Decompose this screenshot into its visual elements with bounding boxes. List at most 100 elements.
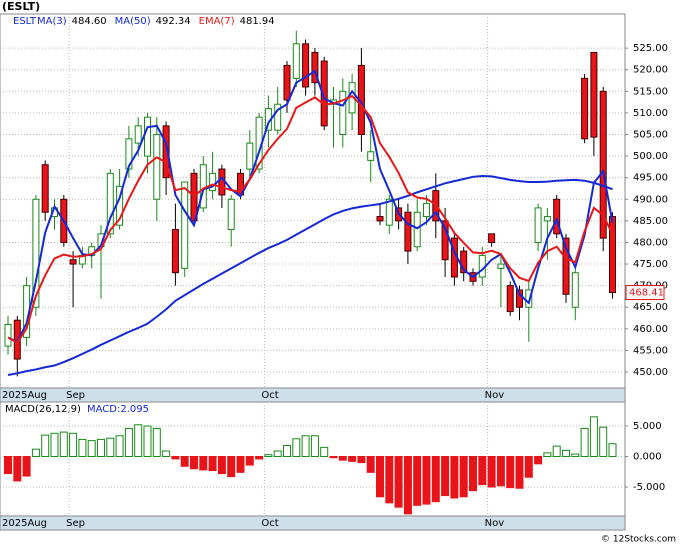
- y-tick-label: 460.00: [633, 324, 668, 335]
- macd-bar: [22, 455, 31, 477]
- candle-body: [488, 233, 496, 243]
- candle-body: [302, 43, 310, 88]
- macd-bar: [552, 445, 561, 457]
- candle-body: [134, 125, 142, 144]
- candle-body: [199, 164, 207, 209]
- y-tick-label: 505.00: [633, 129, 668, 140]
- candle-body: [404, 211, 412, 252]
- candle-body: [311, 51, 319, 84]
- macd-bar: [506, 455, 515, 489]
- macd-bar: [171, 455, 180, 460]
- candle-body: [590, 51, 598, 138]
- candle-body: [69, 259, 77, 265]
- date-strip: [0, 387, 626, 403]
- x-tick-label: 2025Aug: [2, 390, 47, 401]
- candle-body: [227, 198, 235, 231]
- macd-bar: [571, 453, 580, 457]
- candle-body: [367, 151, 375, 161]
- macd-bar: [217, 455, 226, 475]
- macd-bar: [394, 455, 403, 508]
- legend-label: EMA(7): [199, 16, 235, 27]
- macd-bar: [190, 455, 198, 470]
- candle-body: [320, 60, 328, 127]
- macd-bar: [4, 455, 12, 475]
- macd-bar: [124, 427, 133, 457]
- legend-value: 481.94: [240, 16, 275, 27]
- candle-body: [181, 181, 189, 269]
- macd-bar: [450, 455, 459, 499]
- candle-body: [292, 43, 300, 79]
- macd-bar: [41, 434, 50, 457]
- candle-body: [525, 289, 533, 308]
- y-tick-label: 490.00: [633, 194, 668, 205]
- macd-bar: [348, 455, 357, 462]
- y-tick-label: 510.00: [633, 108, 668, 119]
- macd-bar: [97, 438, 105, 457]
- y-tick-label: 450.00: [633, 367, 668, 378]
- macd-bar: [50, 432, 59, 457]
- candle-body: [516, 289, 523, 308]
- macd-bar: [162, 450, 171, 457]
- candle-body: [571, 272, 579, 308]
- candle-body: [106, 172, 114, 235]
- candle-body: [162, 125, 170, 179]
- x-tick-label: Oct: [261, 518, 278, 529]
- candle-body: [581, 77, 589, 140]
- y-tick-label: 455.00: [633, 345, 668, 356]
- macd-bar: [385, 455, 394, 504]
- macd-legend: MACD:2.095: [87, 404, 149, 415]
- candle-body: [562, 237, 570, 295]
- macd-bar: [543, 452, 552, 457]
- candle-body: [246, 142, 254, 170]
- macd-bar: [589, 416, 598, 457]
- macd-bar: [78, 438, 87, 457]
- legend-value: 492.34: [156, 16, 191, 27]
- macd-title: MACD(26,12,9): [5, 404, 81, 415]
- macd-bar: [413, 455, 422, 506]
- macd-bar: [59, 431, 68, 457]
- macd-bar: [255, 455, 264, 460]
- macd-bar: [496, 455, 505, 487]
- candle-body: [460, 250, 468, 274]
- y-tick-label: 480.00: [633, 237, 668, 248]
- macd-bar: [152, 427, 161, 457]
- candle-body: [153, 133, 161, 200]
- date-strip: [0, 515, 626, 531]
- macd-bar: [403, 455, 412, 515]
- macd-bar: [273, 450, 282, 457]
- x-tick-label: Nov: [485, 390, 505, 401]
- macd-bar: [376, 455, 384, 498]
- macd-bar: [478, 455, 487, 486]
- macd-bar: [608, 443, 617, 457]
- candle-body: [209, 172, 217, 192]
- macd-bar: [69, 432, 78, 457]
- macd-bar: [115, 435, 124, 457]
- legend-value: 484.60: [72, 16, 107, 27]
- macd-bar: [134, 424, 143, 457]
- macd-bar: [143, 425, 152, 457]
- candle-body: [144, 116, 151, 157]
- candle-body: [441, 220, 449, 261]
- macd-bar: [580, 427, 589, 457]
- macd-bar: [329, 455, 338, 459]
- candle-body: [534, 207, 542, 243]
- y-tick-label: 485.00: [633, 216, 668, 227]
- macd-bar: [13, 455, 22, 482]
- macd-bar: [487, 455, 496, 488]
- y-tick-label: 500.00: [633, 151, 668, 162]
- candle-body: [283, 64, 291, 101]
- y-tick-label: 465.00: [633, 302, 668, 313]
- macd-bar: [459, 455, 468, 498]
- line-series: [7, 174, 613, 377]
- candle-body: [41, 164, 49, 213]
- candle-body: [218, 168, 226, 196]
- x-tick-label: Sep: [66, 390, 85, 401]
- macd-bar: [180, 455, 189, 467]
- y-tick-label: 475.00: [633, 259, 668, 270]
- macd-bar: [431, 455, 440, 503]
- candle-body: [339, 90, 347, 135]
- candle-body: [506, 285, 514, 313]
- macd-bar: [320, 446, 329, 457]
